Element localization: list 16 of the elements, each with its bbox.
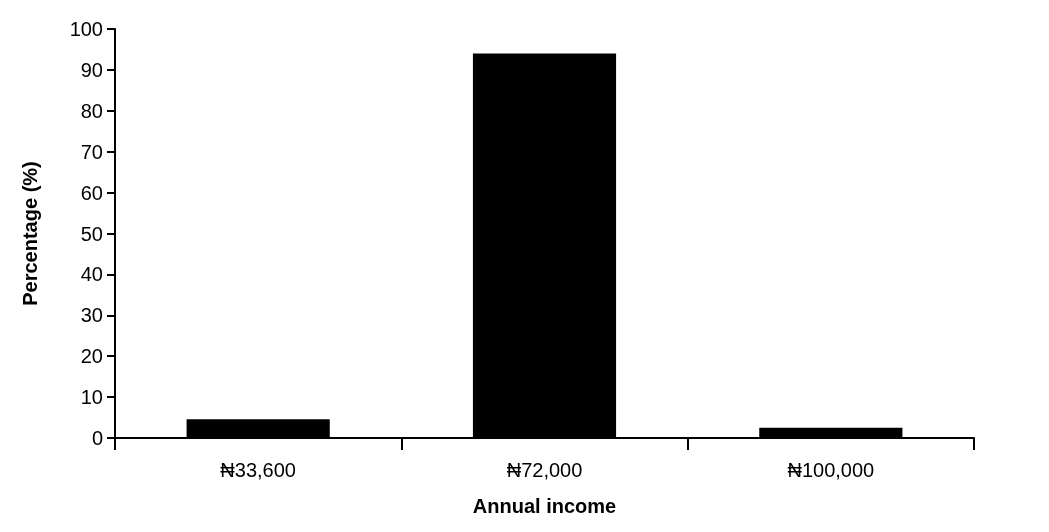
y-tick-label: 20 (80, 345, 103, 368)
y-axis-title: Percentage (%) (19, 161, 41, 306)
y-tick-label: 100 (69, 18, 103, 40)
y-tick-label: 90 (80, 58, 103, 81)
y-tick-label: 80 (80, 99, 103, 122)
x-tick-label: ₦72,000 (506, 459, 583, 481)
y-tick-label: 50 (80, 222, 103, 245)
x-tick-label: ₦100,000 (787, 459, 875, 481)
y-tick-label: 30 (80, 304, 103, 327)
y-tick-label: 0 (91, 427, 103, 449)
y-tick-label: 10 (80, 386, 103, 409)
y-tick-label: 60 (80, 181, 103, 204)
x-axis-title: Annual income (472, 495, 617, 517)
y-tick-label: 40 (80, 263, 103, 286)
y-tick-label: 70 (80, 140, 103, 163)
x-tick-label: ₦33,600 (220, 459, 296, 481)
